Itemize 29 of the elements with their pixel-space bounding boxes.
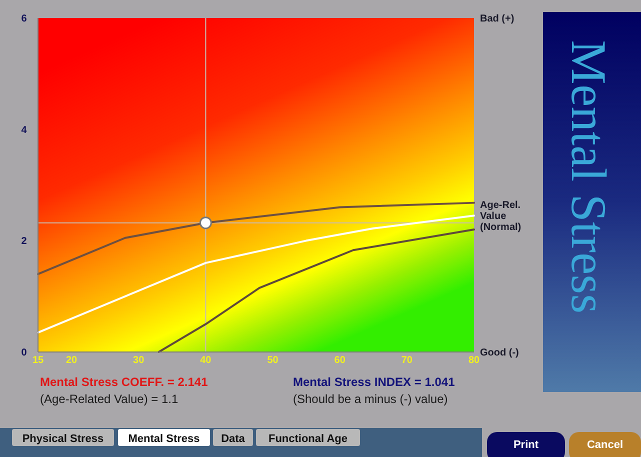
x-tick-label: 30 bbox=[133, 355, 145, 366]
text: Cancel bbox=[586, 439, 624, 451]
x-tick-label: 80 bbox=[468, 355, 480, 366]
text: Mental Stress COEFF. = 2.141 bbox=[40, 375, 208, 389]
text: Bad (+) bbox=[480, 14, 514, 24]
text: Good (-) bbox=[480, 348, 519, 358]
text: (Should be a minus (-) value) bbox=[293, 392, 448, 406]
x-tick-label: 70 bbox=[401, 355, 413, 366]
text: Mental Stress INDEX = 1.041 bbox=[293, 375, 456, 389]
x-tick-label: 20 bbox=[66, 355, 78, 366]
x-tick-label: 60 bbox=[334, 355, 346, 366]
line-series bbox=[37, 202, 475, 276]
text: Mental Stress bbox=[128, 433, 200, 445]
text: Functional Age bbox=[268, 433, 348, 445]
text: Data bbox=[221, 433, 246, 445]
x-tick-label: 50 bbox=[267, 355, 279, 366]
y-tick-label: 6 bbox=[21, 14, 28, 24]
text: Print bbox=[513, 439, 539, 451]
line-series bbox=[158, 228, 475, 353]
line-series bbox=[37, 214, 475, 334]
y-tick-label: 4 bbox=[21, 124, 28, 136]
y-tick-label: 0 bbox=[21, 348, 28, 358]
x-tick-label: 40 bbox=[200, 355, 212, 366]
text: (Age-Related Value) = 1.1 bbox=[40, 392, 179, 406]
text: Physical Stress bbox=[22, 433, 104, 445]
annotation: Age-Rel. Value (Normal) bbox=[480, 200, 522, 234]
x-tick-label: 15 bbox=[32, 355, 44, 366]
text: Mental Stress bbox=[561, 40, 617, 314]
y-tick-label: 2 bbox=[21, 236, 28, 248]
